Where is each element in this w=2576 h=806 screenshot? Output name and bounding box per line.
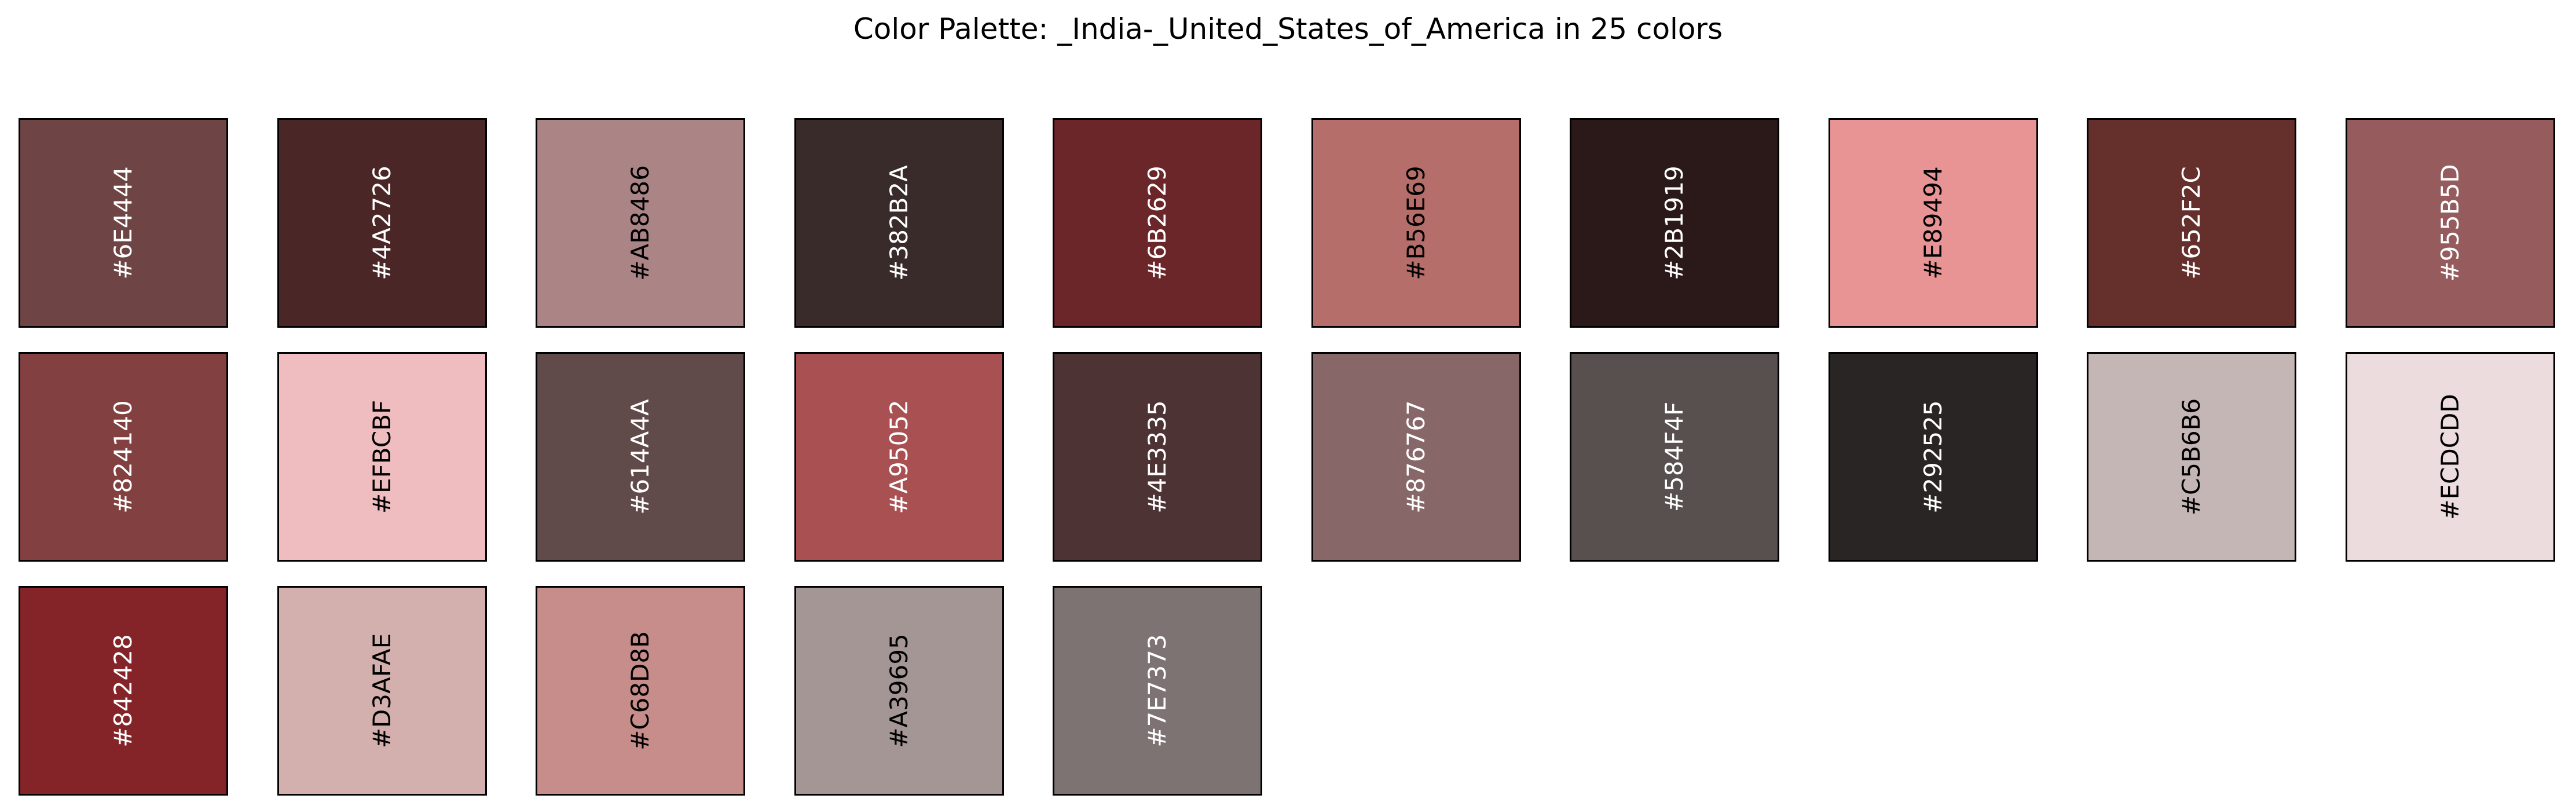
swatch-hex-label: #584F4F bbox=[1660, 401, 1688, 512]
swatch-hex-label: #AB8486 bbox=[626, 165, 654, 281]
color-swatch: #876767 bbox=[1311, 352, 1521, 562]
color-swatch: #292525 bbox=[1828, 352, 2038, 562]
swatch-hex-label: #876767 bbox=[1401, 400, 1430, 514]
color-swatch: #ECDCDD bbox=[2345, 352, 2555, 562]
color-swatch: #7E7373 bbox=[1053, 586, 1262, 796]
color-swatch: #2B1919 bbox=[1570, 118, 1779, 328]
swatch-hex-label: #7E7373 bbox=[1143, 634, 1171, 748]
color-swatch: #955B5D bbox=[2345, 118, 2555, 328]
color-swatch: #AB8486 bbox=[536, 118, 745, 328]
swatch-hex-label: #4E3335 bbox=[1143, 400, 1171, 514]
color-swatch: #842428 bbox=[19, 586, 228, 796]
swatch-hex-label: #4A2726 bbox=[367, 166, 396, 280]
color-swatch: #6E4444 bbox=[19, 118, 228, 328]
swatch-grid: #6E4444 #4A2726 #AB8486 #382B2A #6B2629 #B56E… bbox=[19, 118, 2555, 796]
color-swatch: #382B2A bbox=[794, 118, 1004, 328]
color-swatch: #B56E69 bbox=[1311, 118, 1521, 328]
swatch-hex-label: #A39695 bbox=[884, 633, 913, 748]
swatch-hex-label: #614A4A bbox=[626, 399, 654, 515]
color-swatch: #E89494 bbox=[1828, 118, 2038, 328]
color-swatch: #6B2629 bbox=[1053, 118, 1262, 328]
palette-title: Color Palette: _India-_United_States_of_… bbox=[853, 12, 1723, 46]
swatch-hex-label: #652F2C bbox=[2177, 166, 2205, 280]
swatch-hex-label: #D3AFAE bbox=[367, 633, 396, 749]
swatch-hex-label: #2B1919 bbox=[1660, 166, 1688, 280]
color-swatch: #614A4A bbox=[536, 352, 745, 562]
swatch-hex-label: #6B2629 bbox=[1143, 166, 1171, 280]
swatch-hex-label: #A95052 bbox=[884, 400, 913, 514]
swatch-hex-label: #E89494 bbox=[1918, 166, 1947, 280]
color-swatch: #4E3335 bbox=[1053, 352, 1262, 562]
color-swatch: #652F2C bbox=[2087, 118, 2296, 328]
swatch-hex-label: #955B5D bbox=[2435, 164, 2464, 282]
swatch-hex-label: #B56E69 bbox=[1401, 166, 1430, 280]
swatch-hex-label: #C68D8B bbox=[626, 631, 654, 750]
swatch-hex-label: #EFBCBF bbox=[367, 400, 396, 514]
swatch-hex-label: #842428 bbox=[109, 634, 137, 748]
swatch-hex-label: #382B2A bbox=[884, 165, 913, 281]
color-swatch: #A39695 bbox=[794, 586, 1004, 796]
color-swatch: #C5B6B6 bbox=[2087, 352, 2296, 562]
color-swatch: #584F4F bbox=[1570, 352, 1779, 562]
swatch-hex-label: #824140 bbox=[109, 400, 137, 514]
color-swatch: #EFBCBF bbox=[277, 352, 487, 562]
color-swatch: #C68D8B bbox=[536, 586, 745, 796]
color-swatch: #824140 bbox=[19, 352, 228, 562]
color-swatch: #4A2726 bbox=[277, 118, 487, 328]
swatch-hex-label: #ECDCDD bbox=[2435, 394, 2464, 520]
swatch-hex-label: #C5B6B6 bbox=[2177, 398, 2205, 516]
swatch-hex-label: #292525 bbox=[1918, 400, 1947, 514]
swatch-hex-label: #6E4444 bbox=[109, 166, 137, 280]
color-swatch: #A95052 bbox=[794, 352, 1004, 562]
color-swatch: #D3AFAE bbox=[277, 586, 487, 796]
